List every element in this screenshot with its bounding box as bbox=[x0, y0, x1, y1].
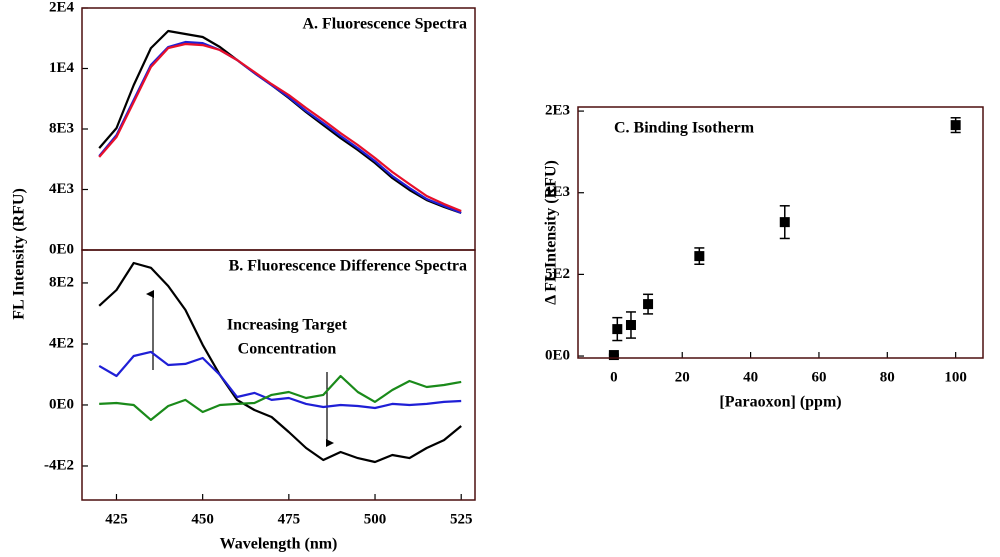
y-tick-label: 0E0 bbox=[49, 241, 74, 257]
x-tick-label: 20 bbox=[675, 369, 690, 385]
point bbox=[625, 320, 636, 331]
point bbox=[779, 217, 790, 228]
x-tick-label: 40 bbox=[743, 369, 758, 385]
x-tick-label: 60 bbox=[811, 369, 826, 385]
x-tick-label: 0 bbox=[610, 369, 618, 385]
chart-title: B. Fluorescence Difference Spectra bbox=[229, 258, 467, 275]
y-axis-label: Δ FL Intensity (RFU) bbox=[543, 160, 560, 305]
y-axis-label: FL Intensity (RFU) bbox=[11, 188, 28, 320]
x-tick-label: 80 bbox=[880, 369, 895, 385]
y-tick-label: 4E2 bbox=[49, 335, 74, 351]
y-tick-label: 0E0 bbox=[49, 396, 74, 412]
x-axis-label: [Paraoxon] (ppm) bbox=[719, 394, 841, 411]
x-tick-label: 500 bbox=[364, 511, 387, 527]
point bbox=[612, 324, 623, 335]
y-tick-label: 1E3 bbox=[545, 184, 570, 200]
y-tick-label: 5E2 bbox=[545, 266, 570, 282]
annotation: Increasing Target bbox=[227, 317, 348, 334]
y-tick-label: 4E3 bbox=[49, 181, 74, 197]
x-tick-label: 100 bbox=[944, 369, 967, 385]
series-line bbox=[98, 42, 462, 213]
series-line bbox=[98, 261, 462, 464]
series-line bbox=[98, 350, 462, 410]
x-tick-label: 475 bbox=[278, 511, 301, 527]
plot-frame bbox=[577, 106, 984, 359]
x-tick-label: 525 bbox=[450, 511, 473, 527]
annotation: Concentration bbox=[238, 341, 337, 358]
y-tick-label: 0E0 bbox=[545, 347, 570, 363]
y-tick-label: 2E4 bbox=[49, 0, 75, 15]
plot-frame bbox=[81, 249, 476, 501]
x-axis-label: Wavelength (nm) bbox=[220, 536, 338, 553]
point bbox=[608, 350, 619, 361]
chart-title: A. Fluorescence Spectra bbox=[302, 16, 467, 33]
plot-frame bbox=[81, 7, 476, 251]
series-line bbox=[98, 40, 462, 214]
y-tick-label: 2E3 bbox=[545, 103, 570, 119]
chart-title: C. Binding Isotherm bbox=[614, 120, 755, 137]
point bbox=[950, 120, 961, 131]
y-tick-label: 8E3 bbox=[49, 120, 74, 136]
y-tick-label: -4E2 bbox=[44, 457, 74, 473]
point bbox=[643, 299, 654, 310]
y-tick-label: 1E4 bbox=[49, 60, 75, 76]
x-tick-label: 425 bbox=[105, 511, 128, 527]
y-tick-label: 8E2 bbox=[49, 274, 74, 290]
point bbox=[694, 251, 705, 262]
series-line bbox=[99, 374, 462, 421]
x-tick-label: 450 bbox=[191, 511, 214, 527]
